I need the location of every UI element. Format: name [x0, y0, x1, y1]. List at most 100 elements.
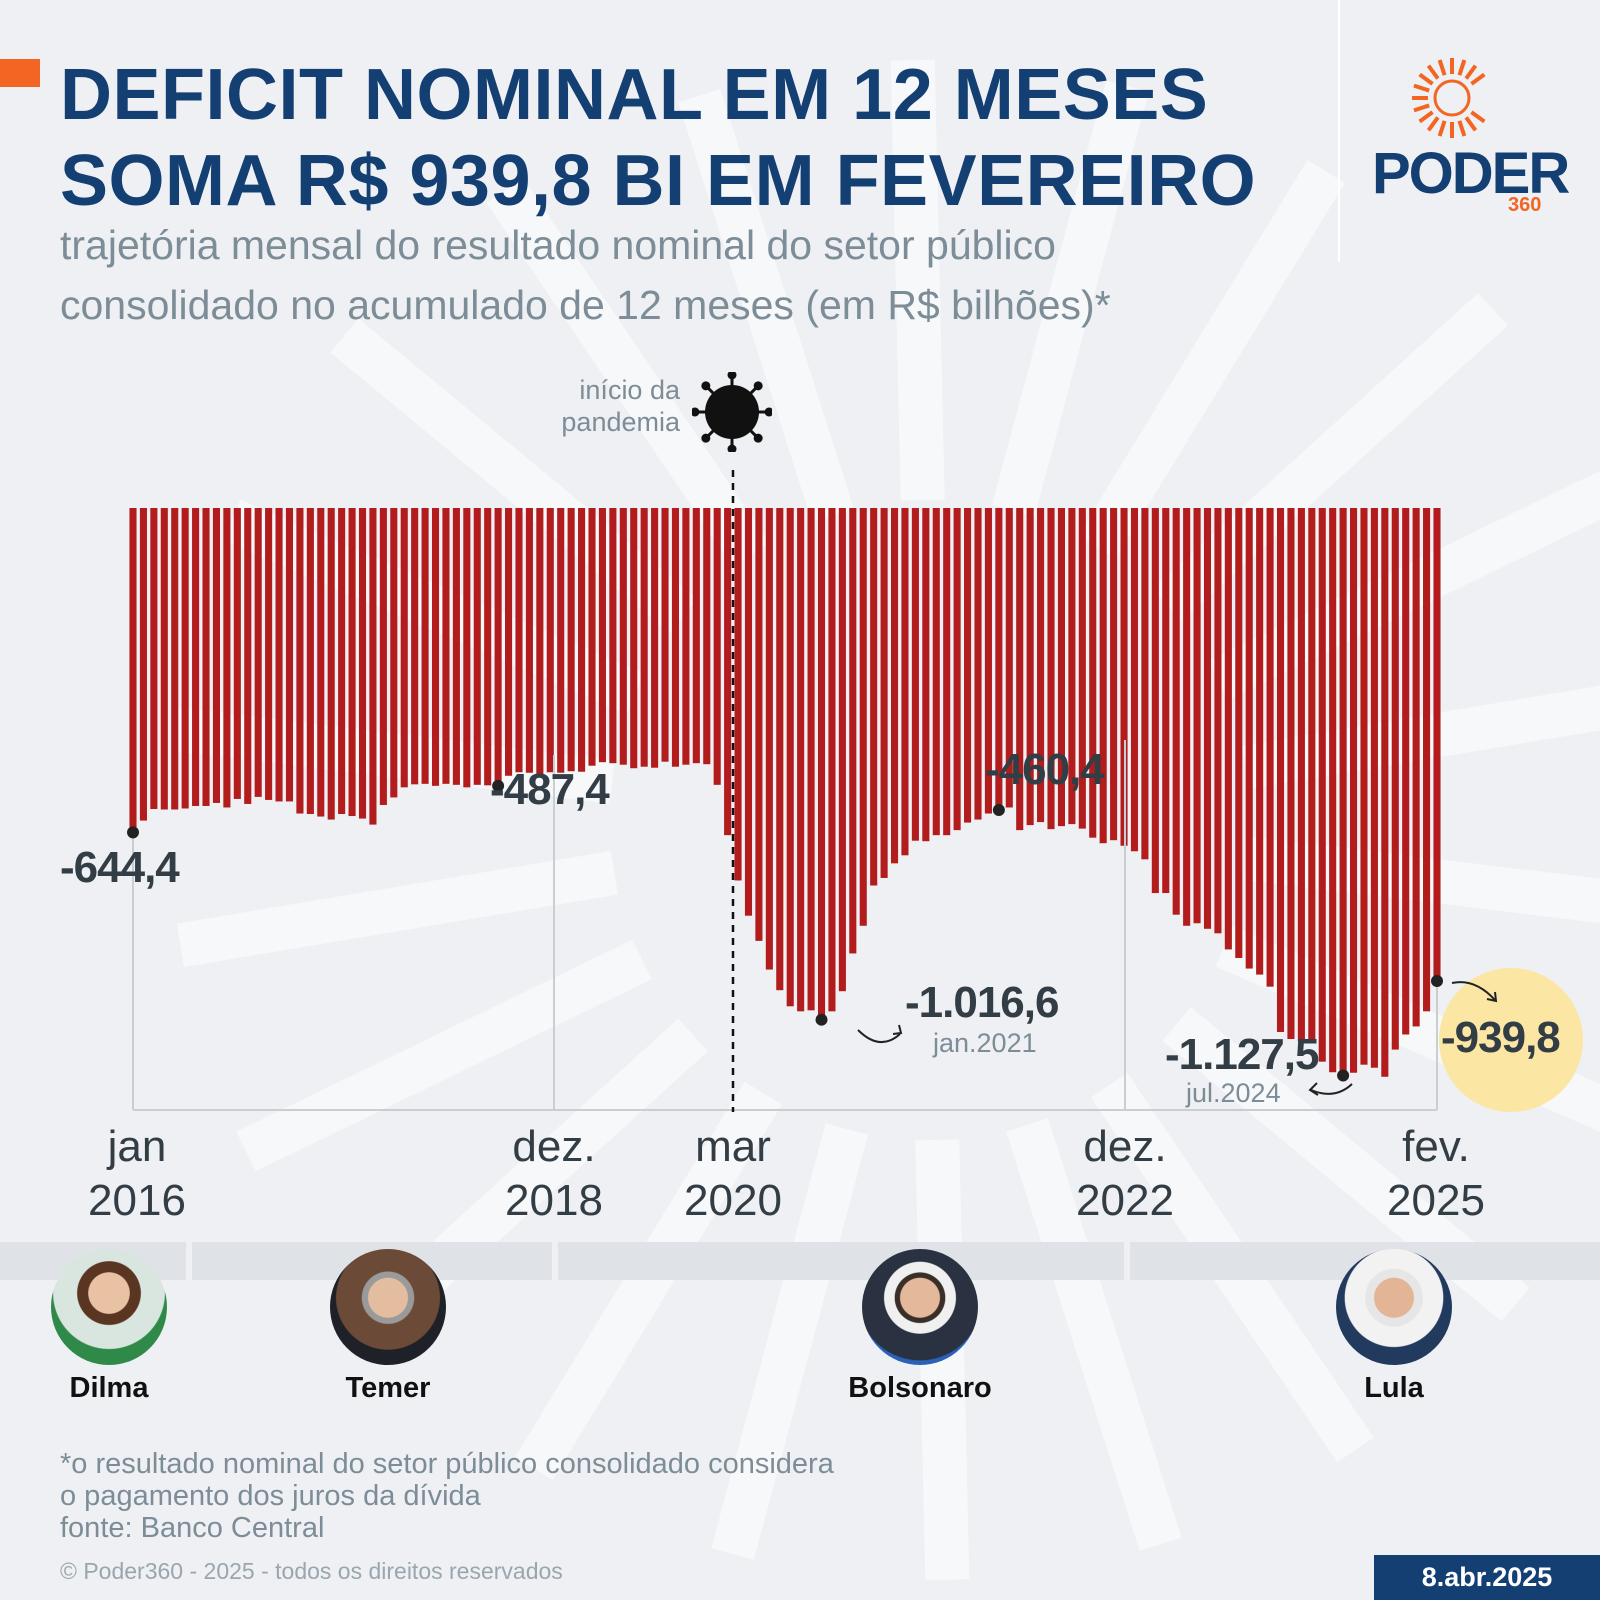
bar	[244, 508, 252, 804]
avatar-dilma	[51, 1249, 167, 1365]
bar	[421, 508, 429, 784]
bar	[139, 508, 147, 821]
bar	[1130, 508, 1139, 852]
bar	[171, 508, 179, 810]
bar	[1276, 508, 1285, 1032]
bar	[859, 508, 867, 926]
sunburst-ray	[176, 851, 619, 967]
x-label-mar2020: mar 2020	[653, 1120, 813, 1228]
bar	[212, 508, 220, 803]
president-name-dilma: Dilma	[69, 1372, 149, 1404]
bar	[1141, 508, 1149, 860]
logo-wordmark: PODER	[1372, 141, 1570, 206]
bar	[619, 508, 627, 765]
value-label-min2021: -1.016,6	[905, 978, 1059, 1027]
sunburst-ray	[515, 1081, 782, 1481]
bar	[567, 508, 575, 772]
bar	[692, 508, 700, 764]
bar	[1151, 508, 1159, 894]
bar	[348, 508, 356, 817]
bar	[744, 508, 753, 916]
date-label-min2024: jul.2024	[1186, 1078, 1281, 1108]
last-value-highlight	[1439, 968, 1583, 1112]
bar	[1423, 508, 1431, 1012]
bar	[317, 508, 325, 817]
bar	[630, 508, 638, 769]
copyright: © Poder360 - 2025 - todos os direitos re…	[60, 1558, 563, 1584]
bar	[129, 508, 137, 833]
x-label-year: 2020	[684, 1176, 782, 1225]
bar	[1193, 508, 1201, 924]
bar	[150, 508, 158, 809]
president-name-temer: Temer	[345, 1372, 431, 1404]
dot-jan2021	[815, 1013, 828, 1026]
bar	[338, 508, 346, 815]
bar	[1318, 508, 1326, 1062]
bar	[557, 508, 565, 773]
bar	[1016, 508, 1024, 831]
bar	[1089, 508, 1097, 838]
logo-sun-icon	[1412, 58, 1486, 138]
bar	[1172, 508, 1180, 915]
bar	[275, 508, 283, 802]
x-label-year: 2025	[1387, 1176, 1485, 1225]
bar	[609, 508, 617, 764]
accent-mark	[0, 59, 40, 87]
sunburst-ray	[486, 177, 770, 568]
bar	[734, 508, 742, 881]
avatar-bolsonaro	[862, 1249, 978, 1365]
bar	[1005, 508, 1013, 808]
virus-icon	[692, 372, 772, 452]
logo-number: 360	[1508, 194, 1542, 216]
bar	[1057, 508, 1065, 827]
pandemic-label: início da pandemia	[540, 374, 680, 438]
x-label-jan2016: jan 2016	[57, 1120, 217, 1228]
sunburst-ray	[711, 1123, 869, 1560]
arrow-last	[1451, 981, 1496, 1001]
bar	[1214, 508, 1222, 934]
bar	[390, 508, 398, 798]
bar	[598, 508, 606, 763]
sunburst-ray	[236, 939, 652, 1172]
x-label-month: dez.	[512, 1122, 596, 1171]
bar	[1350, 508, 1358, 1073]
subtitle-line-2: consolidado no acumulado de 12 meses (em…	[60, 282, 1111, 328]
bar	[724, 508, 732, 836]
bar	[974, 508, 982, 820]
value-label-dez2022: -460,4	[985, 745, 1105, 794]
sunburst-ray	[991, 80, 1149, 517]
bar	[1412, 508, 1420, 1027]
bar	[964, 508, 972, 823]
bar	[463, 508, 471, 788]
sunburst-ray	[890, 59, 945, 501]
sunburst-ray	[678, 89, 854, 522]
page-subtitle: trajetória mensal do resultado nominal d…	[60, 215, 1360, 335]
bar	[984, 508, 992, 814]
bar	[1339, 508, 1347, 1076]
footnote-line-2: o pagamento dos juros da dívida	[60, 1480, 481, 1512]
bar	[358, 508, 367, 819]
date-badge: 8.abr.2025	[1374, 1555, 1600, 1600]
bar	[1381, 508, 1389, 1077]
bar	[890, 508, 899, 864]
bar	[296, 508, 304, 814]
pandemic-label-line-1: início da	[579, 375, 680, 405]
bar	[661, 508, 669, 762]
bar	[327, 508, 335, 820]
bar	[431, 508, 440, 786]
subtitle-line-1: trajetória mensal do resultado nominal d…	[60, 222, 1056, 268]
bar	[880, 508, 888, 878]
bar	[411, 508, 419, 785]
bar	[505, 508, 513, 776]
bar	[379, 508, 387, 805]
dot-jan2016	[127, 826, 139, 839]
president-name-lula: Lula	[1364, 1372, 1424, 1404]
bar	[1078, 508, 1086, 829]
bar	[1068, 508, 1076, 825]
bar	[911, 508, 919, 841]
title-line-2: SOMA R$ 939,8 BI EM FEVEREIRO	[60, 141, 1257, 221]
bar	[838, 508, 846, 992]
bar	[1120, 508, 1128, 846]
term-band-bolsonaro	[558, 1242, 1124, 1280]
sunburst-ray	[1078, 159, 1345, 559]
